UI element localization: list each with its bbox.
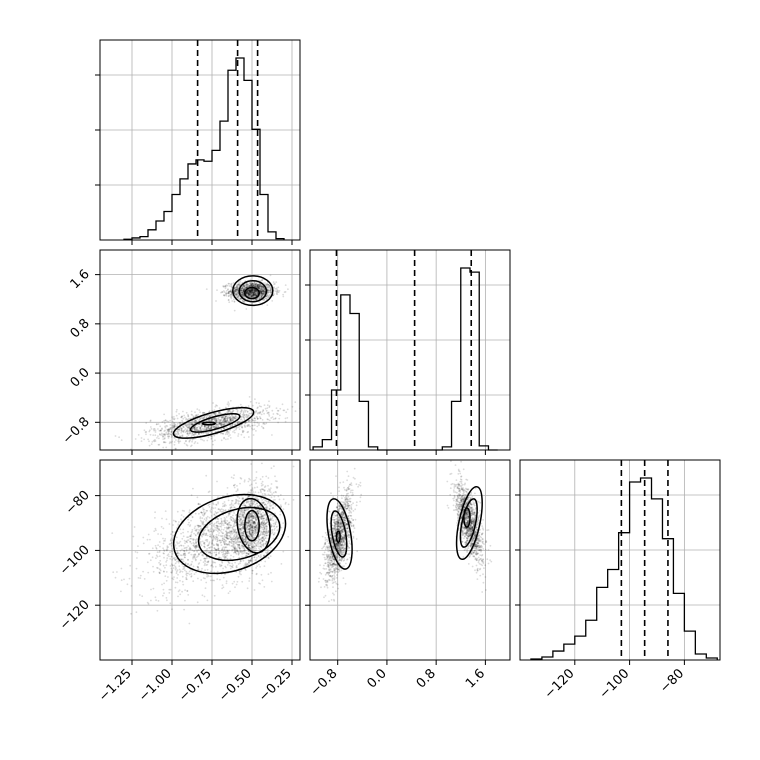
contour-level-1 <box>244 509 260 542</box>
y-tick-label-p3: −80 <box>63 488 93 518</box>
x-tick-label-p1: −0.50 <box>216 666 255 705</box>
histogram-p2 <box>312 267 498 451</box>
panel-frame <box>519 459 721 661</box>
histogram-panel-p2 <box>305 249 511 455</box>
contour-level-0 <box>232 275 274 307</box>
contour-level-2 <box>463 507 471 528</box>
panel-frame <box>309 459 511 661</box>
scatter-points <box>114 274 300 450</box>
panel-frame <box>309 249 511 451</box>
contour-level-0 <box>236 497 271 554</box>
x-tick-label-p2: 1.6 <box>463 666 488 691</box>
y-tick-label-p3: −120 <box>57 597 93 633</box>
x-tick-label-p1: −0.75 <box>176 666 215 705</box>
panel-frame <box>99 459 301 661</box>
histogram-p3 <box>530 477 718 660</box>
contour-level-1 <box>189 412 241 433</box>
x-tick-label-p3: −80 <box>657 666 687 696</box>
scatter-panel-p1-p2 <box>95 249 301 455</box>
contour-level-2 <box>244 286 260 300</box>
histogram-panel-p3 <box>515 459 721 665</box>
x-tick-label-p1: −1.25 <box>96 666 135 705</box>
contour-level-0 <box>172 406 255 439</box>
scatter-panel-p2-p3 <box>305 459 511 665</box>
panel-frame <box>99 249 301 451</box>
x-tick-label-p2: 0.8 <box>414 666 439 691</box>
contour-level-0 <box>326 498 353 570</box>
x-tick-label-p1: −1.00 <box>136 666 175 705</box>
contour-level-1 <box>197 506 281 562</box>
x-tick-label-p3: −120 <box>542 666 578 702</box>
scatter-points <box>111 460 300 625</box>
x-tick-label-p3: −100 <box>597 666 633 702</box>
y-tick-label-p2: 1.6 <box>68 267 93 292</box>
contour-level-0 <box>172 493 287 575</box>
y-tick-label-p3: −100 <box>57 543 93 579</box>
panel-frame <box>99 39 301 241</box>
y-tick-label-p2: −0.8 <box>60 415 93 448</box>
y-tick-label-p2: 0.8 <box>68 316 93 341</box>
scatter-points <box>317 460 493 603</box>
contour-level-1 <box>459 498 478 548</box>
y-tick-label-p2: 0.0 <box>68 365 93 390</box>
x-tick-label-p2: −0.8 <box>308 666 341 699</box>
contour-level-0 <box>201 421 216 426</box>
histogram-panel-p1 <box>95 39 301 245</box>
x-tick-label-p1: −0.25 <box>256 666 295 705</box>
scatter-panel-p1-p3 <box>95 459 301 665</box>
contour-level-0 <box>455 486 483 561</box>
contour-level-1 <box>238 280 268 303</box>
contour-level-1 <box>330 510 348 558</box>
contour-level-2 <box>335 530 341 543</box>
x-tick-label-p2: 0.0 <box>365 666 390 691</box>
histogram-p1 <box>123 57 285 240</box>
